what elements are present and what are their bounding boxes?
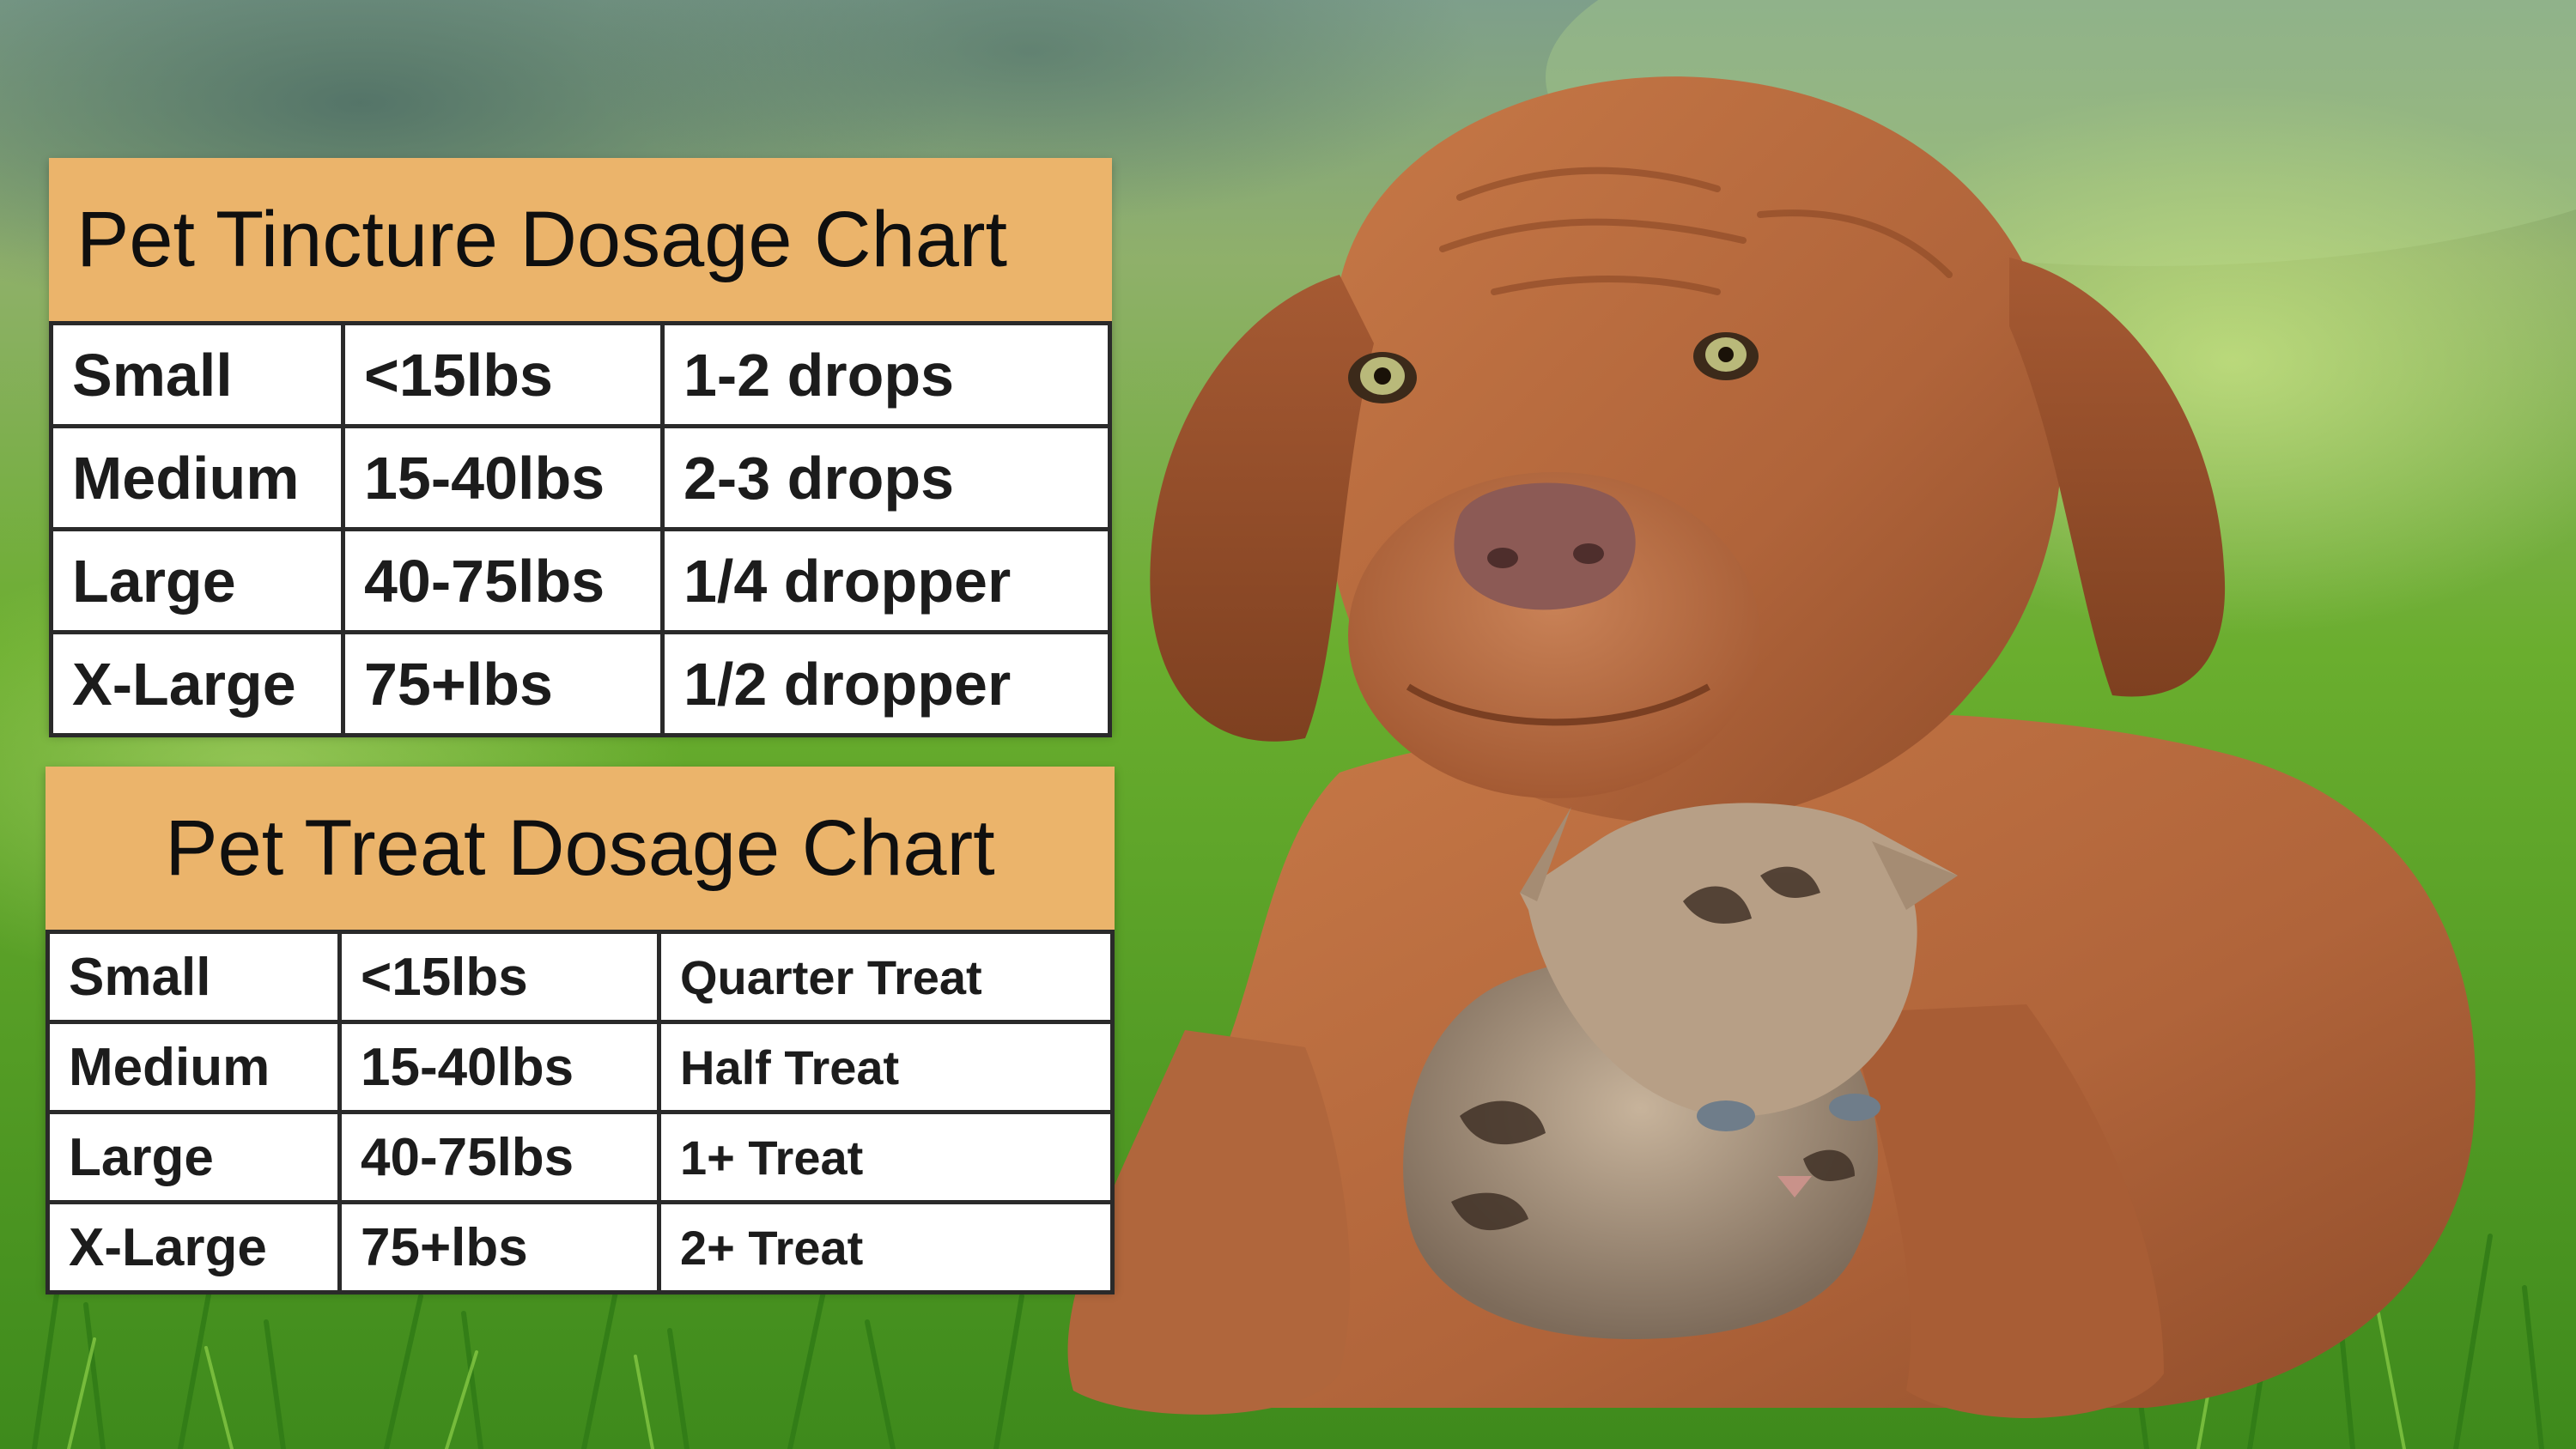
treat-dosage-chart: Pet Treat Dosage Chart Small <15lbs Quar… [46, 767, 1115, 1294]
tincture-dosage-table: Small <15lbs 1-2 drops Medium 15-40lbs 2… [49, 321, 1112, 737]
size-cell: Medium [49, 424, 345, 531]
size-cell: Small [46, 930, 342, 1024]
dose-cell: Quarter Treat [657, 930, 1115, 1024]
size-cell: Small [49, 321, 345, 428]
dose-cell: 2+ Treat [657, 1200, 1115, 1294]
table-row: Medium 15-40lbs 2-3 drops [49, 424, 1112, 531]
table-row: Small <15lbs 1-2 drops [49, 321, 1112, 428]
dose-cell: 1/2 dropper [660, 630, 1112, 737]
table-row: Medium 15-40lbs Half Treat [46, 1020, 1115, 1114]
size-cell: X-Large [49, 630, 345, 737]
table-row: Small <15lbs Quarter Treat [46, 930, 1115, 1024]
dose-cell: 1-2 drops [660, 321, 1112, 428]
kitten-icon [1403, 803, 1958, 1339]
size-cell: X-Large [46, 1200, 342, 1294]
table-row: X-Large 75+lbs 2+ Treat [46, 1200, 1115, 1294]
table-row: Large 40-75lbs 1+ Treat [46, 1110, 1115, 1204]
dose-cell: 1+ Treat [657, 1110, 1115, 1204]
size-cell: Large [46, 1110, 342, 1204]
weight-cell: 75+lbs [341, 630, 665, 737]
dose-cell: Half Treat [657, 1020, 1115, 1114]
size-cell: Large [49, 527, 345, 634]
weight-cell: <15lbs [341, 321, 665, 428]
weight-cell: 40-75lbs [341, 527, 665, 634]
treat-chart-title: Pet Treat Dosage Chart [46, 767, 1115, 930]
tincture-chart-title: Pet Tincture Dosage Chart [49, 158, 1112, 321]
dose-cell: 2-3 drops [660, 424, 1112, 531]
weight-cell: <15lbs [337, 930, 661, 1024]
table-row: X-Large 75+lbs 1/2 dropper [49, 630, 1112, 737]
dose-cell: 1/4 dropper [660, 527, 1112, 634]
weight-cell: 75+lbs [337, 1200, 661, 1294]
size-cell: Medium [46, 1020, 342, 1114]
tincture-dosage-chart: Pet Tincture Dosage Chart Small <15lbs 1… [49, 158, 1112, 737]
weight-cell: 15-40lbs [341, 424, 665, 531]
weight-cell: 40-75lbs [337, 1110, 661, 1204]
weight-cell: 15-40lbs [337, 1020, 661, 1114]
treat-dosage-table: Small <15lbs Quarter Treat Medium 15-40l… [46, 930, 1115, 1294]
table-row: Large 40-75lbs 1/4 dropper [49, 527, 1112, 634]
